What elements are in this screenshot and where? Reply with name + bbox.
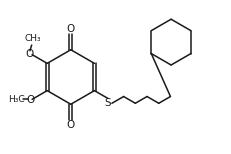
Text: CH₃: CH₃ [24,34,41,43]
Text: O: O [67,24,75,34]
Text: H₃C: H₃C [8,95,25,104]
Text: O: O [25,49,33,59]
Text: O: O [26,95,34,105]
Text: S: S [105,98,111,108]
Text: O: O [67,120,75,130]
